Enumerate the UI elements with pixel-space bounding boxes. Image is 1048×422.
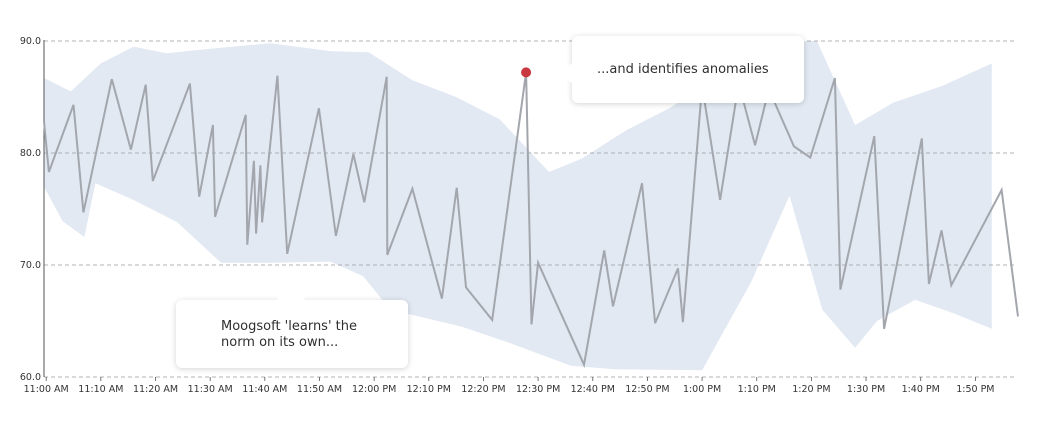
x-tick-label: 12:40 PM <box>571 384 615 395</box>
x-tick-labels: 11:00 AM 11:10 AM 11:20 AM 11:30 AM 11:40 AM… <box>24 377 995 395</box>
learn-callout-line1: Moogsoft 'learns' the <box>221 319 357 334</box>
x-tick-label: 1:00 PM <box>683 384 721 395</box>
x-tick-label: 12:30 PM <box>516 384 560 395</box>
x-tick-label: 1:30 PM <box>847 384 885 395</box>
x-tick-label: 12:50 PM <box>625 384 669 395</box>
x-tick-label: 12:10 PM <box>407 384 451 395</box>
x-tick-label: 11:00 AM <box>24 384 69 395</box>
anomaly-callout-text: ...and identifies anomalies <box>597 62 769 77</box>
x-tick-label: 11:40 AM <box>242 384 287 395</box>
y-tick-label: 70.0 <box>20 260 41 271</box>
x-tick-label: 12:20 PM <box>461 384 505 395</box>
x-tick-label: 11:10 AM <box>78 384 123 395</box>
x-tick-label: 1:40 PM <box>902 384 940 395</box>
x-tick-label: 1:50 PM <box>956 384 994 395</box>
metric-line-layer <box>43 72 1019 369</box>
y-tick-label: 60.0 <box>20 372 41 383</box>
x-tick-label: 11:30 AM <box>188 384 233 395</box>
x-tick-label: 1:10 PM <box>738 384 776 395</box>
metric-line <box>43 72 1019 369</box>
x-tick-label: 1:20 PM <box>792 384 830 395</box>
y-tick-label: 80.0 <box>20 148 41 159</box>
x-tick-label: 11:20 AM <box>133 384 178 395</box>
y-tick-label: 90.0 <box>20 36 41 47</box>
learn-callout-line2: norm on its own... <box>221 335 339 350</box>
anomaly-callout: ...and identifies anomalies <box>558 36 804 103</box>
x-tick-label: 12:00 PM <box>352 384 396 395</box>
learn-callout: Moogsoft 'learns' the norm on its own... <box>176 274 408 368</box>
x-tick-label: 11:50 AM <box>297 384 342 395</box>
anomaly-marker-layer <box>521 67 532 78</box>
y-tick-labels: 60.0 70.0 80.0 90.0 <box>20 36 41 383</box>
anomaly-point <box>521 67 532 78</box>
